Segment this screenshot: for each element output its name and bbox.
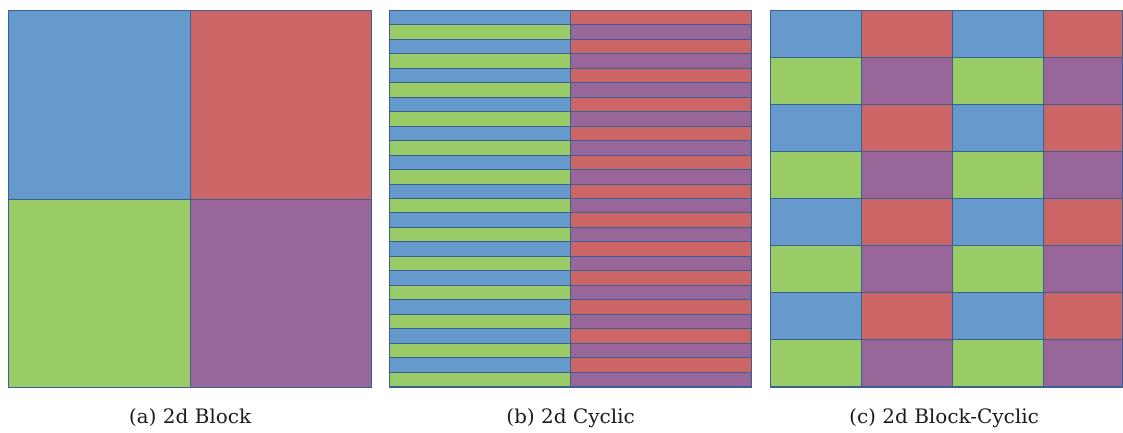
block-cyclic-cell [861, 339, 953, 387]
cyclic-row-cell [570, 343, 751, 358]
cyclic-row-cell [390, 212, 571, 228]
cyclic-row-cell [390, 155, 571, 170]
cyclic-row-cell [570, 241, 751, 257]
cyclic-row-cell [570, 299, 751, 315]
cyclic-row-cell [570, 82, 751, 98]
caption-block: (a) 2d Block [128, 404, 252, 428]
cyclic-row-cell [390, 314, 571, 329]
cyclic-row-cell [570, 328, 751, 344]
cyclic-row-cell [570, 140, 751, 156]
cyclic-row-cell [390, 285, 571, 300]
cyclic-row-cell [390, 11, 571, 25]
block-cyclic-cell [1043, 339, 1122, 387]
cyclic-row-cell [390, 198, 571, 213]
cyclic-row-cell [570, 227, 751, 242]
cyclic-row-cell [390, 372, 571, 387]
cyclic-row-cell [390, 82, 571, 98]
cyclic-row-cell [390, 328, 571, 344]
block-cyclic-cell [1043, 57, 1122, 105]
cyclic-row-cell [570, 357, 751, 373]
cyclic-row-cell [390, 270, 571, 286]
caption-cyclic: (b) 2d Cyclic [506, 404, 635, 428]
cyclic-row-cell [570, 24, 751, 40]
block-distribution-panel [8, 10, 372, 388]
block-cyclic-cell [952, 198, 1044, 246]
block-cyclic-cell [861, 11, 953, 58]
cyclic-row-cell [390, 241, 571, 257]
cyclic-row-cell [390, 343, 571, 358]
block-cyclic-cell [1043, 104, 1122, 152]
block-cyclic-cell [771, 104, 862, 152]
cyclic-row-cell [390, 126, 571, 141]
cyclic-row-cell [390, 169, 571, 185]
block-cyclic-cell [952, 57, 1044, 105]
block-cyclic-cell [952, 245, 1044, 293]
cyclic-row-cell [570, 372, 751, 387]
block-cyclic-cell [861, 104, 953, 152]
block-cyclic-cell [1043, 151, 1122, 199]
block-cyclic-cell [771, 151, 862, 199]
cyclic-row-cell [390, 53, 571, 69]
block-cyclic-cell [861, 57, 953, 105]
block-cyclic-cell [861, 151, 953, 199]
cyclic-row-cell [390, 357, 571, 373]
cyclic-row-cell [390, 140, 571, 156]
block-cyclic-cell [1043, 292, 1122, 340]
cyclic-row-cell [570, 184, 751, 199]
cyclic-row-cell [570, 11, 751, 25]
block-cyclic-cell [952, 339, 1044, 387]
cyclic-distribution-panel [389, 10, 752, 388]
block-cyclic-cell [771, 292, 862, 340]
block-cyclic-cell [1043, 245, 1122, 293]
cyclic-row-cell [570, 68, 751, 83]
block-cyclic-cell [861, 245, 953, 293]
cyclic-row-cell [390, 97, 571, 112]
block-cyclic-cell [771, 339, 862, 387]
cyclic-row-cell [570, 126, 751, 141]
cyclic-row-cell [390, 68, 571, 83]
cyclic-row-cell [570, 314, 751, 329]
block-cyclic-distribution-panel [770, 10, 1123, 388]
cyclic-row-cell [570, 212, 751, 228]
block-cyclic-cell [952, 151, 1044, 199]
block-cyclic-cell [952, 104, 1044, 152]
cyclic-row-cell [390, 39, 571, 54]
cyclic-row-cell [570, 256, 751, 271]
block-cyclic-cell [771, 57, 862, 105]
block-cyclic-cell [1043, 11, 1122, 58]
block-cyclic-cell [771, 198, 862, 246]
cyclic-row-cell [570, 97, 751, 112]
block-cyclic-cell [861, 198, 953, 246]
cyclic-row-cell [570, 39, 751, 54]
cyclic-row-cell [570, 198, 751, 213]
cyclic-row-cell [570, 53, 751, 69]
cyclic-row-cell [390, 24, 571, 40]
caption-block-cyclic: (c) 2d Block-Cyclic [849, 404, 1039, 428]
cyclic-row-cell [570, 270, 751, 286]
cyclic-row-cell [390, 227, 571, 242]
cyclic-row-cell [570, 285, 751, 300]
cyclic-row-cell [390, 256, 571, 271]
cyclic-row-cell [390, 299, 571, 315]
block-cell [190, 11, 371, 200]
block-cell [190, 199, 371, 387]
block-cyclic-cell [771, 245, 862, 293]
block-cyclic-cell [952, 11, 1044, 58]
cyclic-row-cell [570, 111, 751, 127]
cyclic-row-cell [390, 184, 571, 199]
cyclic-row-cell [570, 169, 751, 185]
block-cyclic-cell [771, 11, 862, 58]
block-cell [9, 11, 191, 200]
block-cyclic-cell [861, 292, 953, 340]
block-cell [9, 199, 191, 387]
block-cyclic-cell [1043, 198, 1122, 246]
block-cyclic-cell [952, 292, 1044, 340]
cyclic-row-cell [390, 111, 571, 127]
cyclic-row-cell [570, 155, 751, 170]
